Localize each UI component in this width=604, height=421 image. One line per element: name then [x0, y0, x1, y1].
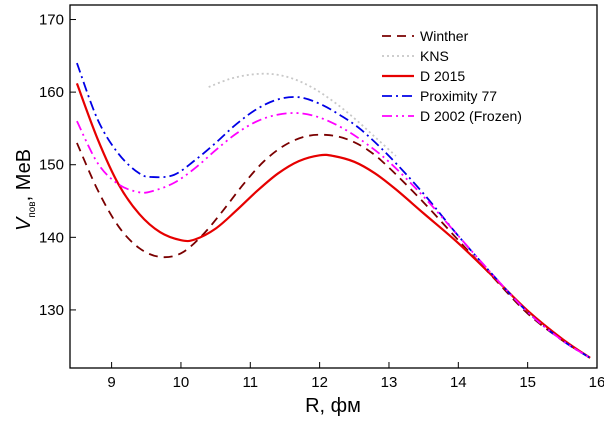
- y-tick-label: 140: [39, 229, 64, 246]
- y-tick-label: 150: [39, 157, 64, 174]
- legend-label-2: D 2015: [420, 68, 465, 84]
- y-axis-title-main: V: [13, 216, 35, 231]
- x-tick-label: 13: [381, 374, 398, 391]
- legend-label-3: Proximity 77: [420, 88, 497, 104]
- plot-frame: [69, 4, 598, 369]
- legend-label-1: KNS: [420, 48, 449, 64]
- series-line-2: [75, 83, 591, 359]
- x-tick-label: 9: [107, 374, 115, 391]
- x-tick-label: 16: [589, 374, 604, 391]
- x-tick-label: 14: [450, 374, 467, 391]
- y-tick-label: 160: [39, 84, 64, 101]
- y-axis-title-subscript: пов: [27, 201, 38, 217]
- y-axis-title: Vпов, МеВ: [13, 149, 38, 231]
- series-line-0: [76, 133, 591, 359]
- series-line-1: [208, 72, 397, 157]
- legend: Winther KNS D 2015 Proximity 77 D 2002 (Froz…: [382, 28, 522, 124]
- x-tick-label: 11: [243, 374, 259, 391]
- x-tick-label: 12: [311, 374, 328, 391]
- y-axis-title-suffix: , МеВ: [13, 149, 35, 201]
- series-line-4: [76, 112, 591, 359]
- x-tick-label: 10: [173, 374, 190, 391]
- ticks-layer: 9 10 11 12 13 14 15 16 130 140 150 160 170: [39, 12, 604, 391]
- legend-label-0: Winther: [420, 28, 469, 44]
- series-layer: [75, 62, 591, 359]
- y-tick-label: 170: [39, 12, 64, 29]
- legend-label-4: D 2002 (Frozen): [420, 108, 522, 124]
- x-tick-label: 15: [519, 374, 536, 391]
- x-axis-title: R, фм: [305, 395, 361, 417]
- y-tick-label: 130: [39, 302, 64, 319]
- series-line-3: [76, 62, 591, 359]
